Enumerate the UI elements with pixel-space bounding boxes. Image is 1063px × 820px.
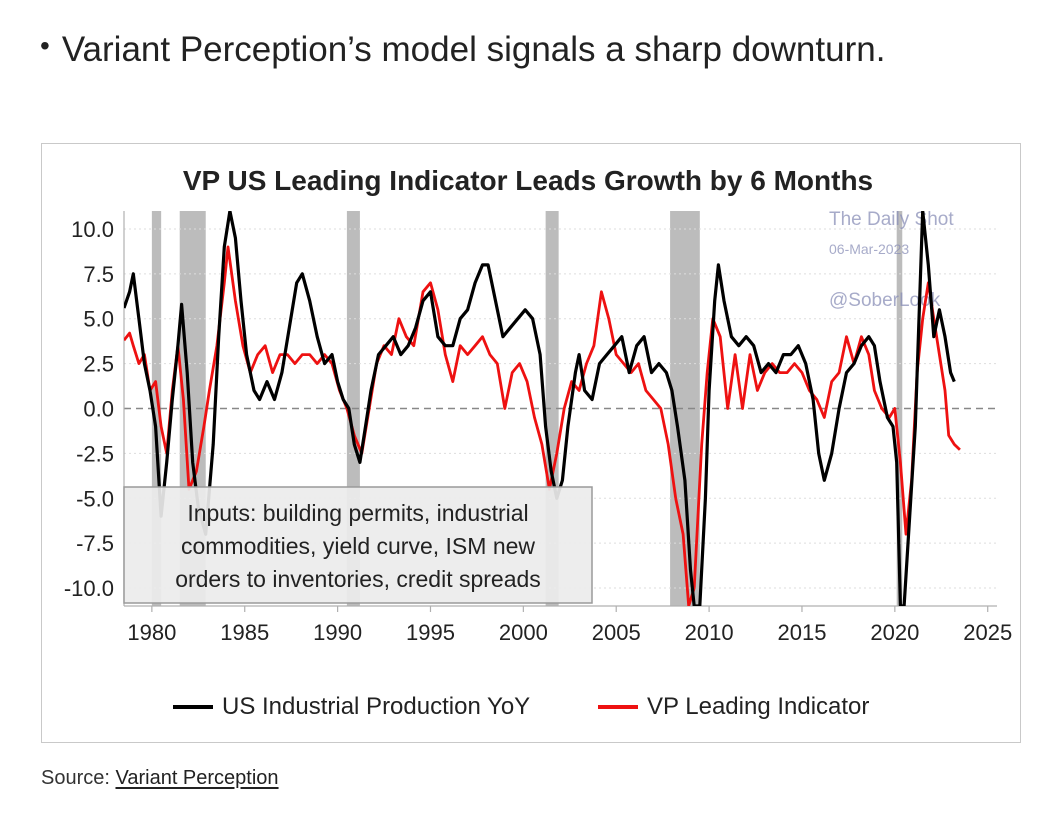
annotation-box [123, 486, 593, 604]
watermark-text: 06-Mar-2023 [829, 241, 909, 257]
legend-label-industrial-production: US Industrial Production YoY [222, 693, 530, 720]
y-tick-label: -10.0 [64, 576, 114, 601]
watermark: The Daily Shot 06-Mar-2023 @SoberLook [829, 209, 954, 311]
chart-title: VP US Leading Indicator Leads Growth by … [183, 165, 873, 196]
bullet-symbol: • [40, 30, 50, 61]
series-line-vp-leading-indicator [124, 245, 961, 606]
series-lines [124, 211, 961, 606]
recession-band-0 [151, 211, 162, 606]
series-line-industrial-production [124, 211, 956, 606]
bullet-text: • Variant Perception’s model signals a sh… [40, 26, 885, 76]
legend: US Industrial Production YoY VP Leading I… [173, 693, 869, 720]
x-tick-label: 2010 [685, 620, 734, 645]
x-tick-label: 1995 [406, 620, 455, 645]
legend-label-vp-leading-indicator: VP Leading Indicator [647, 693, 869, 720]
annotation-text: orders to inventories, credit spreads [175, 566, 541, 592]
source-link[interactable]: Variant Perception [115, 767, 279, 789]
y-tick-label: 2.5 [83, 352, 114, 377]
annotation-text: commodities, yield curve, ISM new [181, 533, 535, 559]
x-tick-label: 1985 [220, 620, 269, 645]
chart-svg: 10.0 7.5 5.0 2.5 0.0 -2.5 -5.0 -7.5 -10.0 1980 198… [64, 165, 1012, 720]
annotation-text: Inputs: building permits, industrial [187, 500, 528, 526]
watermark-text: @SoberLook [829, 290, 941, 311]
y-tick-label: -2.5 [76, 441, 114, 466]
bullet-label: Variant Perception’s model signals a sha… [61, 30, 886, 69]
x-tick-label: 2000 [499, 620, 548, 645]
axes: 10.0 7.5 5.0 2.5 0.0 -2.5 -5.0 -7.5 -10.0 1980 198… [64, 211, 1012, 645]
y-tick-label: 0.0 [83, 397, 114, 422]
annotation: Inputs: building permits, industrial comm… [123, 486, 593, 604]
y-tick-label: -5.0 [76, 486, 114, 511]
x-tick-label: 2005 [592, 620, 641, 645]
x-tick-label: 2025 [963, 620, 1012, 645]
x-tick-label: 2015 [777, 620, 826, 645]
source-prefix: Source: [41, 767, 116, 789]
x-tick-label: 1980 [127, 620, 176, 645]
y-tick-label: -7.5 [76, 531, 114, 556]
source-line: Source: Variant Perception [41, 767, 279, 790]
x-tick-label: 2020 [870, 620, 919, 645]
y-tick-label: 5.0 [83, 307, 114, 332]
x-tick-label: 1990 [313, 620, 362, 645]
chart-frame: 10.0 7.5 5.0 2.5 0.0 -2.5 -5.0 -7.5 -10.0 1980 198… [41, 143, 1021, 743]
y-tick-label: 10.0 [71, 217, 114, 242]
y-tick-label: 7.5 [83, 262, 114, 287]
recession-band-5 [896, 211, 903, 606]
watermark-text: The Daily Shot [829, 209, 954, 230]
